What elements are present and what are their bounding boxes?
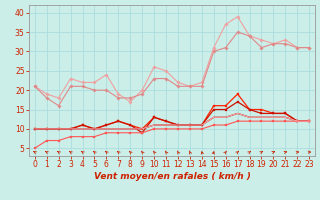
X-axis label: Vent moyen/en rafales ( km/h ): Vent moyen/en rafales ( km/h ) <box>93 172 251 181</box>
